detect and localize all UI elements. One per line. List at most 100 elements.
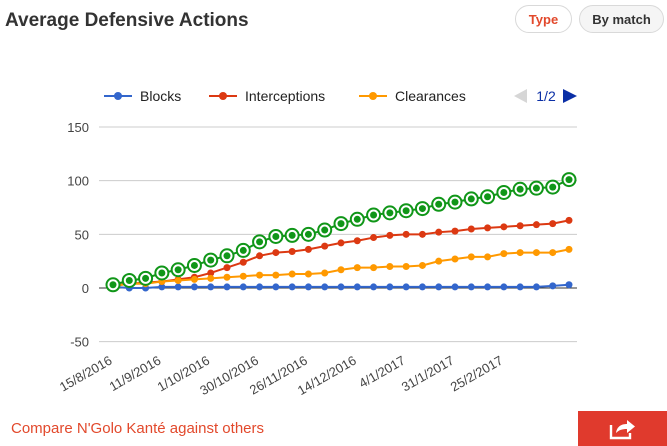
share-button[interactable] xyxy=(578,411,667,446)
data-point[interactable] xyxy=(239,258,247,266)
data-point[interactable] xyxy=(158,283,166,291)
data-point[interactable] xyxy=(174,276,182,284)
line-chart: Blocks Interceptions Clearances 1/2 150 100… xyxy=(57,88,577,398)
data-point[interactable] xyxy=(418,283,426,291)
data-point[interactable] xyxy=(484,283,492,291)
legend-item-blocks[interactable]: Blocks xyxy=(104,88,181,104)
y-tick-label: 0 xyxy=(82,281,89,296)
data-point[interactable] xyxy=(288,270,296,278)
data-point[interactable] xyxy=(321,242,329,250)
data-point[interactable] xyxy=(337,283,345,291)
data-point[interactable] xyxy=(532,249,540,257)
data-point[interactable] xyxy=(402,230,410,238)
data-point[interactable] xyxy=(353,264,361,272)
x-tick-label: 31/1/2017 xyxy=(399,353,457,395)
data-point[interactable] xyxy=(353,283,361,291)
data-point[interactable] xyxy=(451,227,459,235)
data-point[interactable] xyxy=(304,270,312,278)
data-point-core xyxy=(500,188,508,196)
data-point[interactable] xyxy=(549,282,557,290)
data-point-core xyxy=(223,252,231,260)
legend-item-clearances[interactable]: Clearances xyxy=(359,88,466,104)
data-point[interactable] xyxy=(386,283,394,291)
data-point[interactable] xyxy=(256,252,264,260)
by-match-button[interactable]: By match xyxy=(579,5,664,33)
data-point[interactable] xyxy=(516,283,524,291)
data-point[interactable] xyxy=(565,281,573,289)
data-point[interactable] xyxy=(370,234,378,242)
compare-link[interactable]: Compare N'Golo Kanté against others xyxy=(11,420,265,437)
data-point[interactable] xyxy=(207,269,215,277)
data-point[interactable] xyxy=(549,249,557,257)
data-point[interactable] xyxy=(174,283,182,291)
data-point[interactable] xyxy=(337,239,345,247)
data-point[interactable] xyxy=(418,230,426,238)
data-point[interactable] xyxy=(516,222,524,230)
data-point[interactable] xyxy=(484,224,492,232)
x-tick-label: 15/8/2016 xyxy=(57,353,115,395)
data-point[interactable] xyxy=(484,253,492,261)
data-point[interactable] xyxy=(532,221,540,229)
data-point[interactable] xyxy=(435,283,443,291)
data-point[interactable] xyxy=(272,271,280,279)
data-point[interactable] xyxy=(565,216,573,224)
type-button[interactable]: Type xyxy=(515,5,572,33)
data-point[interactable] xyxy=(353,237,361,245)
data-point-core xyxy=(451,198,459,206)
data-point[interactable] xyxy=(304,283,312,291)
legend-label: Interceptions xyxy=(245,88,325,104)
data-point[interactable] xyxy=(565,245,573,253)
data-point[interactable] xyxy=(451,283,459,291)
data-point[interactable] xyxy=(549,220,557,228)
data-point[interactable] xyxy=(500,250,508,258)
data-point[interactable] xyxy=(451,255,459,263)
data-point[interactable] xyxy=(223,264,231,272)
data-point[interactable] xyxy=(239,272,247,280)
data-point[interactable] xyxy=(207,283,215,291)
data-point[interactable] xyxy=(304,245,312,253)
data-point[interactable] xyxy=(337,266,345,274)
prev-page-arrow-icon[interactable] xyxy=(514,89,527,103)
data-point[interactable] xyxy=(418,261,426,269)
data-point[interactable] xyxy=(256,271,264,279)
data-point[interactable] xyxy=(370,283,378,291)
data-point[interactable] xyxy=(402,263,410,271)
data-point-core xyxy=(125,276,133,284)
data-point[interactable] xyxy=(467,225,475,233)
data-point-core xyxy=(256,238,264,246)
data-point[interactable] xyxy=(272,283,280,291)
data-point[interactable] xyxy=(223,283,231,291)
data-point[interactable] xyxy=(386,263,394,271)
chart-legend: Blocks Interceptions Clearances xyxy=(104,88,466,104)
data-point[interactable] xyxy=(272,249,280,257)
data-point[interactable] xyxy=(467,253,475,261)
x-tick-label: 25/2/2017 xyxy=(448,353,506,395)
legend-label: Blocks xyxy=(140,88,181,104)
data-point[interactable] xyxy=(516,249,524,257)
data-point[interactable] xyxy=(288,248,296,256)
legend-label: Clearances xyxy=(395,88,466,104)
legend-item-interceptions[interactable]: Interceptions xyxy=(209,88,325,104)
data-point[interactable] xyxy=(256,283,264,291)
data-point[interactable] xyxy=(370,264,378,272)
data-point[interactable] xyxy=(402,283,410,291)
data-point[interactable] xyxy=(321,283,329,291)
data-point-core xyxy=(109,281,117,289)
data-point[interactable] xyxy=(190,275,198,283)
data-point[interactable] xyxy=(435,257,443,265)
data-point[interactable] xyxy=(321,269,329,277)
data-point[interactable] xyxy=(435,228,443,236)
next-page-arrow-icon[interactable] xyxy=(563,89,577,103)
data-point[interactable] xyxy=(288,283,296,291)
series-total xyxy=(105,172,577,293)
data-point[interactable] xyxy=(532,283,540,291)
page-title: Average Defensive Actions xyxy=(5,10,249,31)
data-point[interactable] xyxy=(500,283,508,291)
data-point[interactable] xyxy=(190,283,198,291)
data-point[interactable] xyxy=(467,283,475,291)
data-point[interactable] xyxy=(223,273,231,281)
data-point[interactable] xyxy=(239,283,247,291)
data-point[interactable] xyxy=(386,231,394,239)
data-point[interactable] xyxy=(207,274,215,282)
data-point[interactable] xyxy=(500,223,508,231)
